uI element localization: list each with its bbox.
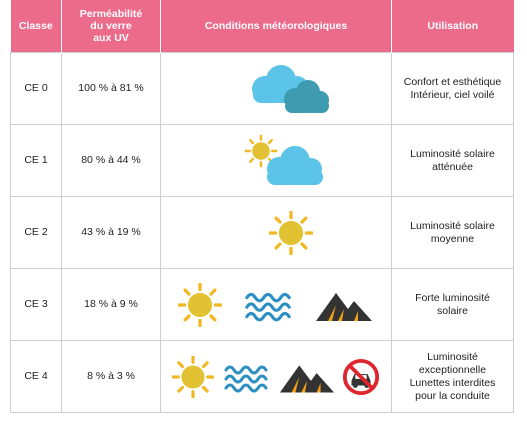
cloud-icon bbox=[252, 64, 329, 113]
header-permeabilite-line: aux UV bbox=[93, 32, 129, 44]
cell-uv: 80 % à 44 % bbox=[61, 124, 161, 197]
usage-line: Luminosité bbox=[427, 350, 478, 363]
header-conditions: Conditions météorologiques bbox=[160, 0, 392, 53]
sun-cloud-icon bbox=[244, 134, 323, 185]
cell-utilisation: Luminosité solaire atténuée bbox=[391, 124, 514, 197]
mountain-icon bbox=[316, 292, 372, 321]
header-permeabilite-line: Perméabilité bbox=[79, 8, 143, 20]
cell-conditions bbox=[160, 268, 392, 341]
table-row: CE 2 43 % à 19 % Luminosité solaire moye… bbox=[10, 196, 514, 269]
table-row: CE 1 80 % à 44 % Luminosit bbox=[10, 124, 514, 197]
cell-utilisation: Confort et esthétique Intérieur, ciel vo… bbox=[391, 52, 514, 125]
cell-utilisation: Forte luminosité solaire bbox=[391, 268, 514, 341]
usage-line: atténuée bbox=[432, 160, 473, 173]
cell-uv: 8 % à 3 % bbox=[61, 340, 161, 413]
cell-classe: CE 0 bbox=[10, 52, 62, 125]
usage-line: moyenne bbox=[430, 232, 475, 245]
cell-conditions bbox=[160, 340, 392, 413]
usage-line: Confort et esthétique bbox=[403, 75, 502, 88]
cell-conditions bbox=[160, 196, 392, 269]
uv-class-table: Classe Perméabilité du verre aux UV Cond… bbox=[10, 0, 514, 413]
cell-classe: CE 2 bbox=[10, 196, 62, 269]
header-permeabilite-line: du verre bbox=[90, 20, 132, 32]
header-permeabilite: Perméabilité du verre aux UV bbox=[61, 0, 161, 53]
cell-classe: CE 4 bbox=[10, 340, 62, 413]
table-row: CE 4 8 % à 3 % bbox=[10, 340, 514, 413]
mountain-icon bbox=[279, 364, 335, 392]
table-row: CE 3 18 % à 9 % Forte luminosité solaire bbox=[10, 268, 514, 341]
usage-line: Lunettes interdites bbox=[409, 376, 496, 389]
cell-utilisation: Luminosité exceptionnelle Lunettes inter… bbox=[391, 340, 514, 413]
cell-utilisation: Luminosité solaire moyenne bbox=[391, 196, 514, 269]
sun-icon bbox=[178, 282, 222, 327]
cell-uv: 18 % à 9 % bbox=[61, 268, 161, 341]
sun-icon bbox=[172, 355, 214, 398]
usage-line: exceptionnelle bbox=[418, 363, 487, 376]
usage-line: pour la conduite bbox=[415, 389, 490, 402]
cell-classe: CE 3 bbox=[10, 268, 62, 341]
table-row: CE 0 100 % à 81 % bbox=[10, 52, 514, 125]
no-driving-icon bbox=[342, 358, 380, 395]
cell-classe: CE 1 bbox=[10, 124, 62, 197]
header-classe: Classe bbox=[10, 0, 62, 53]
header-row: Classe Perméabilité du verre aux UV Cond… bbox=[10, 0, 514, 53]
cell-conditions bbox=[160, 124, 392, 197]
usage-line: Intérieur, ciel voilé bbox=[410, 88, 495, 101]
usage-line: Luminosité solaire bbox=[410, 219, 495, 232]
waves-icon bbox=[245, 292, 291, 321]
cell-uv: 43 % à 19 % bbox=[61, 196, 161, 269]
cell-conditions bbox=[160, 52, 392, 125]
header-utilisation: Utilisation bbox=[391, 0, 514, 53]
waves-icon bbox=[224, 365, 268, 392]
usage-line: Forte luminosité bbox=[415, 291, 490, 304]
usage-line: solaire bbox=[437, 304, 468, 317]
sun-icon bbox=[269, 210, 313, 255]
cell-uv: 100 % à 81 % bbox=[61, 52, 161, 125]
usage-line: Luminosité solaire bbox=[410, 147, 495, 160]
